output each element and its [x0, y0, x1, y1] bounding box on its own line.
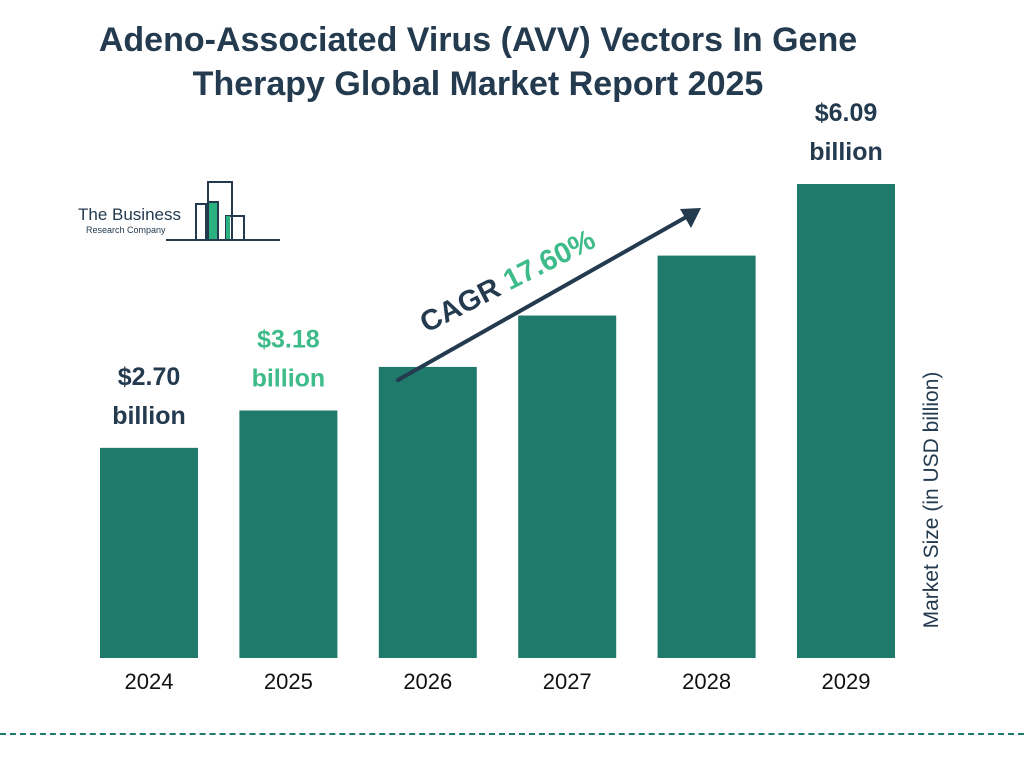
data-label: billion	[252, 364, 326, 392]
footer-divider	[0, 733, 1024, 735]
arrow-head-icon	[680, 208, 701, 228]
bar-2025	[239, 410, 338, 658]
y-axis-label: Market Size (in USD billion)	[920, 371, 943, 629]
data-label: $6.09	[815, 99, 878, 127]
data-label: $2.70	[118, 363, 181, 391]
data-label: $3.18	[257, 325, 320, 353]
x-tick-label: 2028	[682, 669, 731, 694]
bar-2026	[378, 366, 477, 658]
bar-2027	[518, 315, 617, 658]
chart-title: Adeno-Associated Virus (AVV) Vectors In …	[98, 21, 858, 103]
company-logo: The Business Research Company	[78, 180, 283, 244]
cagr-arrow-line	[396, 214, 690, 382]
data-label: billion	[112, 402, 186, 430]
x-tick-label: 2024	[125, 669, 174, 694]
data-label: billion	[809, 138, 883, 166]
x-tick-label: 2026	[403, 669, 452, 694]
logo-text-sub: Research Company	[86, 225, 166, 235]
bar-2028	[657, 255, 756, 659]
x-tick-label: 2027	[543, 669, 592, 694]
x-tick-label: 2025	[264, 669, 313, 694]
logo-bars-icon	[166, 181, 280, 241]
bar-2029	[797, 184, 895, 658]
x-tick-label: 2029	[822, 669, 871, 694]
bar-2024	[100, 447, 198, 658]
logo-text-main: The Business	[78, 205, 181, 224]
